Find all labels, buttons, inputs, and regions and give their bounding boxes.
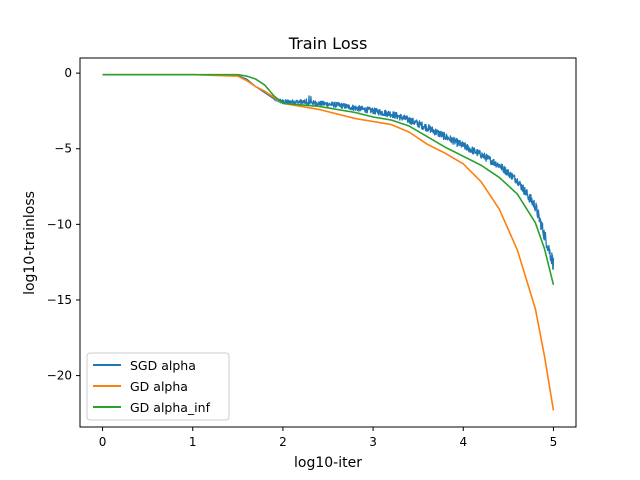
y-tick-label: −20 — [47, 369, 72, 383]
legend-label: GD alpha_inf — [130, 400, 211, 415]
series-line-2 — [102, 73, 555, 286]
legend-box — [86, 352, 230, 421]
axes-frame — [79, 57, 577, 428]
x-tick-label: 2 — [279, 435, 287, 449]
series-layer — [102, 73, 555, 411]
plot-area — [79, 57, 577, 428]
legend: SGD alpha GD alpha GD alpha_inf — [86, 352, 230, 421]
x-axis-label: log10-iter — [294, 455, 362, 471]
x-tick-label: 4 — [459, 435, 467, 449]
y-tick-label: 0 — [64, 66, 72, 80]
y-tick-label: −5 — [54, 142, 72, 156]
y-tick-label: −10 — [47, 217, 72, 231]
legend-items: SGD alpha GD alpha GD alpha_inf — [93, 358, 211, 415]
y-axis: 0 −5 −10 −15 −20 — [47, 66, 80, 383]
legend-label: SGD alpha — [130, 358, 196, 373]
chart-title: Train Loss — [288, 34, 368, 53]
y-tick-label: −15 — [47, 293, 72, 307]
legend-label: GD alpha — [130, 379, 188, 394]
x-tick-label: 5 — [550, 435, 558, 449]
x-tick-label: 3 — [369, 435, 377, 449]
y-axis-label: log10-trainloss — [22, 191, 38, 295]
x-axis: 0 1 2 3 4 5 — [99, 427, 558, 449]
x-tick-label: 1 — [189, 435, 197, 449]
x-tick-label: 0 — [99, 435, 107, 449]
